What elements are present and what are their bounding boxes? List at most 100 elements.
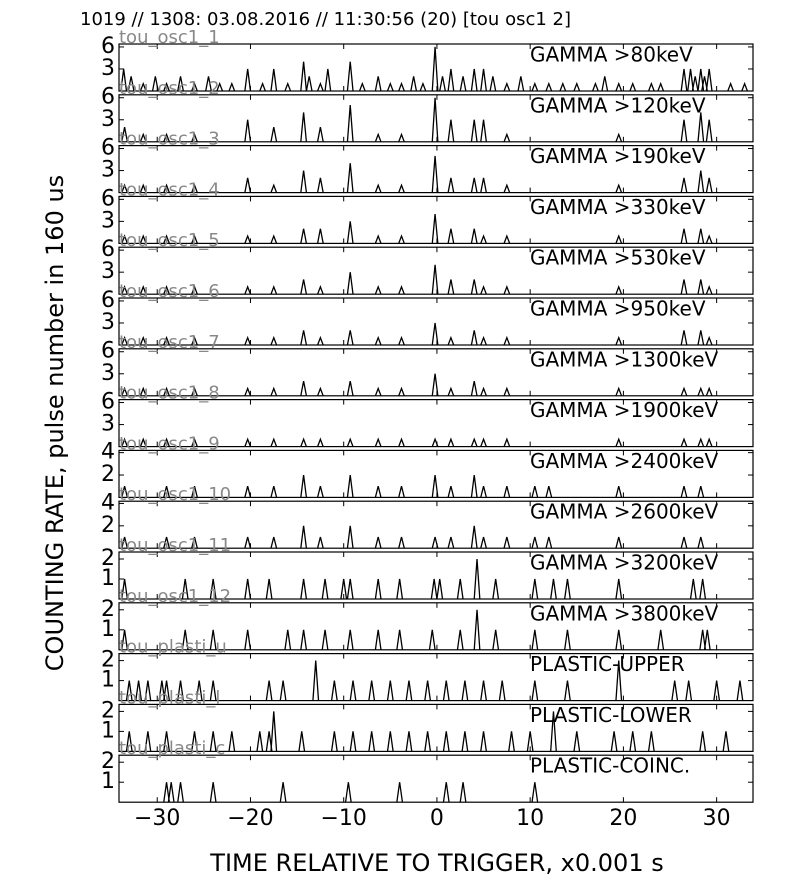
spike (346, 61, 354, 92)
spike (244, 68, 252, 92)
spike (181, 629, 189, 650)
y-tick-label: 4 (101, 440, 115, 465)
x-tick-label: 30 (703, 806, 731, 831)
spike (358, 81, 366, 92)
spike (300, 380, 308, 396)
spike (298, 731, 306, 752)
spike (344, 782, 352, 803)
spike (697, 330, 705, 346)
spike (139, 132, 147, 143)
y-tick-label: 1 (101, 718, 115, 743)
spike (470, 119, 478, 142)
spike (244, 234, 252, 244)
spike (470, 228, 478, 244)
spike (697, 486, 705, 498)
spike (127, 76, 135, 92)
spike (349, 731, 357, 752)
spike (312, 660, 320, 701)
spike (244, 386, 252, 397)
spike (209, 782, 217, 803)
spike (697, 437, 705, 447)
spike (244, 119, 252, 142)
spike (151, 76, 159, 92)
spike (374, 629, 382, 650)
spike (125, 731, 133, 752)
spike (480, 680, 487, 701)
spike (398, 183, 405, 193)
x-tick-label: −20 (227, 806, 273, 831)
spike (722, 731, 730, 752)
spike (430, 578, 438, 600)
y-tick-label: 3 (101, 412, 115, 437)
spike (442, 680, 450, 701)
spike (163, 335, 170, 346)
spike (139, 285, 147, 295)
spike (316, 437, 324, 447)
spike (316, 177, 324, 193)
spike (431, 373, 439, 396)
spike (615, 660, 623, 701)
channel-name: tou_osc1_7 (119, 332, 220, 353)
channel-name: tou_plasti_l (119, 687, 220, 708)
spike (284, 81, 292, 92)
spike (374, 234, 382, 244)
spike (121, 486, 129, 498)
spike (705, 285, 713, 295)
panel-frame (118, 399, 754, 448)
spike (139, 386, 147, 397)
spike (531, 578, 539, 600)
spike (697, 170, 705, 193)
spike (191, 536, 198, 549)
spike (680, 279, 688, 295)
panel-frame (118, 94, 754, 143)
spike (480, 437, 487, 447)
spike (300, 170, 308, 193)
panel-label: PLASTIC-LOWER (530, 703, 692, 727)
spike (592, 81, 599, 92)
spike (316, 81, 324, 92)
spike (531, 536, 539, 549)
spike (121, 335, 128, 346)
spike (244, 536, 252, 549)
spike (419, 81, 427, 92)
spike (545, 536, 553, 549)
spike (284, 629, 292, 650)
spike (398, 234, 405, 244)
spike (349, 680, 357, 701)
spike (564, 680, 571, 701)
spike (316, 126, 324, 142)
spike (121, 234, 128, 244)
spike (545, 81, 553, 92)
spike (191, 132, 198, 143)
panel-frame (118, 500, 754, 549)
spike (713, 680, 721, 701)
spike (316, 386, 324, 397)
spike (431, 264, 439, 295)
y-tick-label: 6 (101, 288, 115, 313)
spike (346, 525, 354, 549)
spike (470, 177, 478, 193)
spike (386, 680, 394, 701)
y-tick-label: 2 (101, 462, 115, 487)
spike (615, 234, 623, 244)
spike (270, 536, 278, 549)
y-tick-label: 2 (101, 648, 115, 673)
channel-name: tou_osc1_12 (119, 586, 231, 607)
spike (139, 183, 147, 193)
spike (270, 234, 278, 244)
spike (705, 177, 713, 193)
channel-name: tou_osc1_8 (119, 383, 220, 404)
spike (629, 731, 637, 752)
spike (699, 578, 707, 600)
spike (228, 731, 236, 752)
spike (405, 680, 413, 701)
spike (209, 680, 217, 701)
spike (431, 155, 439, 193)
spike (431, 437, 439, 447)
spike (657, 81, 665, 92)
spike (480, 285, 487, 295)
spike (300, 279, 308, 295)
panel-label: GAMMA >2400keV (530, 449, 719, 473)
spike (163, 782, 170, 803)
spike (279, 782, 287, 803)
